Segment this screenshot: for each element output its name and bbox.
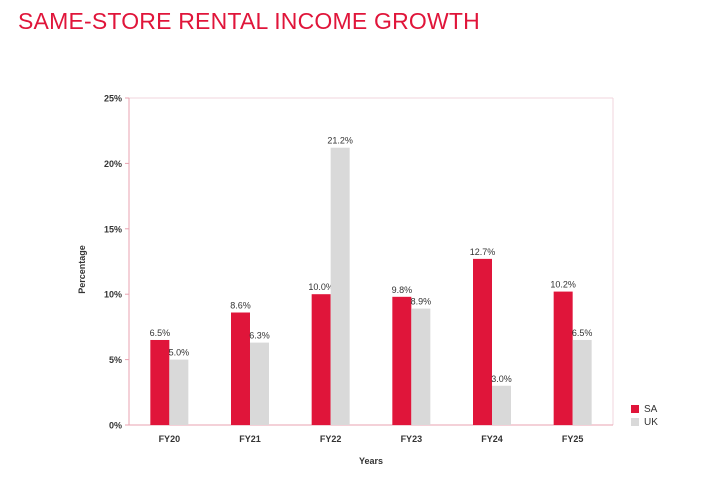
- x-axis-title: Years: [359, 456, 383, 466]
- legend-item-sa: SA: [631, 403, 658, 415]
- bar-uk-fy22: [330, 147, 350, 426]
- bar-sa-fy21: [231, 312, 250, 425]
- y-tick-label: 15%: [104, 224, 122, 234]
- y-tick-label: 10%: [104, 290, 122, 300]
- y-tick-label: 25%: [104, 94, 122, 104]
- legend-label-uk: UK: [644, 416, 658, 428]
- bar-sa-fy22: [311, 294, 331, 425]
- bar-sa-fy25: [553, 291, 573, 425]
- x-tick-label: FY20: [159, 434, 181, 444]
- x-tick-label: FY21: [239, 434, 261, 444]
- x-tick-label: FY25: [562, 434, 584, 444]
- data-label-uk-fy20: 5.0%: [169, 348, 190, 358]
- data-label-uk-fy24: 3.0%: [491, 374, 512, 384]
- data-label-uk-fy23: 8.9%: [411, 297, 432, 307]
- data-label-sa-fy22: 10.0%: [308, 282, 334, 292]
- data-label-sa-fy20: 6.5%: [150, 328, 171, 338]
- bar-uk-fy21: [250, 342, 269, 425]
- x-tick-label: FY24: [481, 434, 503, 444]
- bar-uk-fy24: [492, 385, 511, 425]
- bar-sa-fy24: [473, 258, 492, 425]
- legend-label-sa: SA: [644, 403, 658, 415]
- legend-swatch-uk: [631, 418, 639, 426]
- bar-sa-fy20: [150, 339, 170, 425]
- bar-uk-fy23: [411, 308, 431, 425]
- data-label-sa-fy25: 10.2%: [550, 280, 576, 290]
- data-label-sa-fy21: 8.6%: [230, 301, 251, 311]
- y-tick-label: 20%: [104, 159, 122, 169]
- bar-sa-fy23: [392, 296, 412, 425]
- data-label-uk-fy21: 6.3%: [249, 331, 270, 341]
- data-label-sa-fy24: 12.7%: [470, 247, 496, 257]
- data-label-sa-fy23: 9.8%: [392, 285, 413, 295]
- data-label-uk-fy22: 21.2%: [327, 136, 353, 146]
- y-tick-label: 0%: [109, 421, 122, 431]
- bar-uk-fy25: [572, 339, 592, 425]
- bar-uk-fy20: [169, 359, 189, 425]
- y-tick-label: 5%: [109, 355, 122, 365]
- x-tick-label: FY23: [401, 434, 423, 444]
- legend-item-uk: UK: [631, 416, 658, 428]
- x-tick-label: FY22: [320, 434, 342, 444]
- legend-swatch-sa: [631, 405, 639, 413]
- legend: SA UK: [631, 403, 658, 429]
- y-axis-title: Percentage: [77, 245, 87, 294]
- data-label-uk-fy25: 6.5%: [572, 328, 593, 338]
- page-title: SAME-STORE RENTAL INCOME GROWTH: [18, 8, 480, 34]
